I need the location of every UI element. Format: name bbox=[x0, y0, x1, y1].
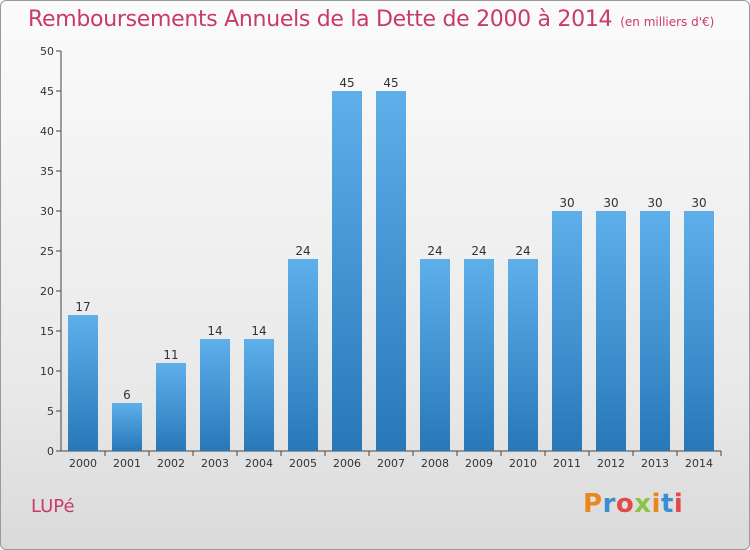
chart-bars bbox=[68, 91, 714, 451]
value-label-2009: 24 bbox=[471, 244, 486, 258]
bar-2009 bbox=[464, 259, 494, 451]
y-tick-label: 40 bbox=[40, 125, 54, 138]
bar-2008 bbox=[420, 259, 450, 451]
y-tick-label: 5 bbox=[47, 405, 54, 418]
logo-letter: i bbox=[651, 489, 661, 519]
chart-title-text: Remboursements Annuels de la Dette de 20… bbox=[28, 7, 613, 32]
chart-axes: 0 5 10 15 20 25 30 35 40 45 50 2000 2001 2002 2003 2004… bbox=[40, 45, 722, 470]
bar-2007 bbox=[376, 91, 406, 451]
logo-letter: P bbox=[583, 489, 603, 519]
y-tick-label: 0 bbox=[47, 445, 54, 458]
x-tick-label-2011: 2011 bbox=[553, 457, 581, 470]
x-tick-label-2004: 2004 bbox=[245, 457, 273, 470]
value-label-2011: 30 bbox=[559, 196, 574, 210]
value-label-2010: 24 bbox=[515, 244, 530, 258]
value-label-2012: 30 bbox=[603, 196, 618, 210]
logo-letter: r bbox=[602, 489, 616, 519]
bar-2001 bbox=[112, 403, 142, 451]
logo-letter: o bbox=[615, 489, 635, 519]
y-tick-label: 15 bbox=[40, 325, 54, 338]
bar-2005 bbox=[288, 259, 318, 451]
x-tick-label-2007: 2007 bbox=[377, 457, 405, 470]
value-label-2014: 30 bbox=[691, 196, 706, 210]
y-tick-label: 35 bbox=[40, 165, 54, 178]
value-label-2003: 14 bbox=[207, 324, 222, 338]
value-label-2013: 30 bbox=[647, 196, 662, 210]
value-label-2005: 24 bbox=[295, 244, 310, 258]
y-tick-label: 10 bbox=[40, 365, 54, 378]
logo-letter: x bbox=[634, 489, 652, 519]
y-tick-label: 50 bbox=[40, 45, 54, 58]
chart-title: Remboursements Annuels de la Dette de 20… bbox=[28, 7, 714, 32]
bar-2004 bbox=[244, 339, 274, 451]
bar-2010 bbox=[508, 259, 538, 451]
x-tick-label-2006: 2006 bbox=[333, 457, 361, 470]
value-label-2007: 45 bbox=[383, 76, 398, 90]
y-tick-label: 30 bbox=[40, 205, 54, 218]
x-tick-label-2000: 2000 bbox=[69, 457, 97, 470]
bar-2003 bbox=[200, 339, 230, 451]
y-tick-label: 25 bbox=[40, 245, 54, 258]
bar-2002 bbox=[156, 363, 186, 451]
x-tick-label-2001: 2001 bbox=[113, 457, 141, 470]
bar-2011 bbox=[552, 211, 582, 451]
value-label-2002: 11 bbox=[163, 348, 178, 362]
bar-2014 bbox=[684, 211, 714, 451]
value-label-2000: 17 bbox=[75, 300, 90, 314]
x-tick-label-2009: 2009 bbox=[465, 457, 493, 470]
y-tick-label: 20 bbox=[40, 285, 54, 298]
logo-letter: t bbox=[660, 489, 674, 519]
chart-subtitle: (en milliers d'€) bbox=[620, 15, 715, 29]
x-tick-label-2002: 2002 bbox=[157, 457, 185, 470]
location-name: LUPé bbox=[31, 496, 75, 517]
x-tick-label-2010: 2010 bbox=[509, 457, 537, 470]
x-tick-label-2014: 2014 bbox=[685, 457, 713, 470]
value-label-2008: 24 bbox=[427, 244, 442, 258]
proxiti-logo[interactable]: Proxiti bbox=[583, 489, 683, 519]
y-tick-label: 45 bbox=[40, 85, 54, 98]
bar-2000 bbox=[68, 315, 98, 451]
x-tick-label-2008: 2008 bbox=[421, 457, 449, 470]
x-tick-label-2005: 2005 bbox=[289, 457, 317, 470]
value-label-2004: 14 bbox=[251, 324, 266, 338]
value-label-2001: 6 bbox=[123, 388, 131, 402]
chart-value-labels: 17 6 11 14 14 24 45 45 24 24 24 30 30 30 30 bbox=[75, 76, 706, 402]
bar-2006 bbox=[332, 91, 362, 451]
value-label-2006: 45 bbox=[339, 76, 354, 90]
bar-2012 bbox=[596, 211, 626, 451]
bar-2013 bbox=[640, 211, 670, 451]
logo-letter: i bbox=[673, 489, 684, 519]
x-tick-label-2012: 2012 bbox=[597, 457, 625, 470]
x-tick-label-2003: 2003 bbox=[201, 457, 229, 470]
x-tick-label-2013: 2013 bbox=[641, 457, 669, 470]
